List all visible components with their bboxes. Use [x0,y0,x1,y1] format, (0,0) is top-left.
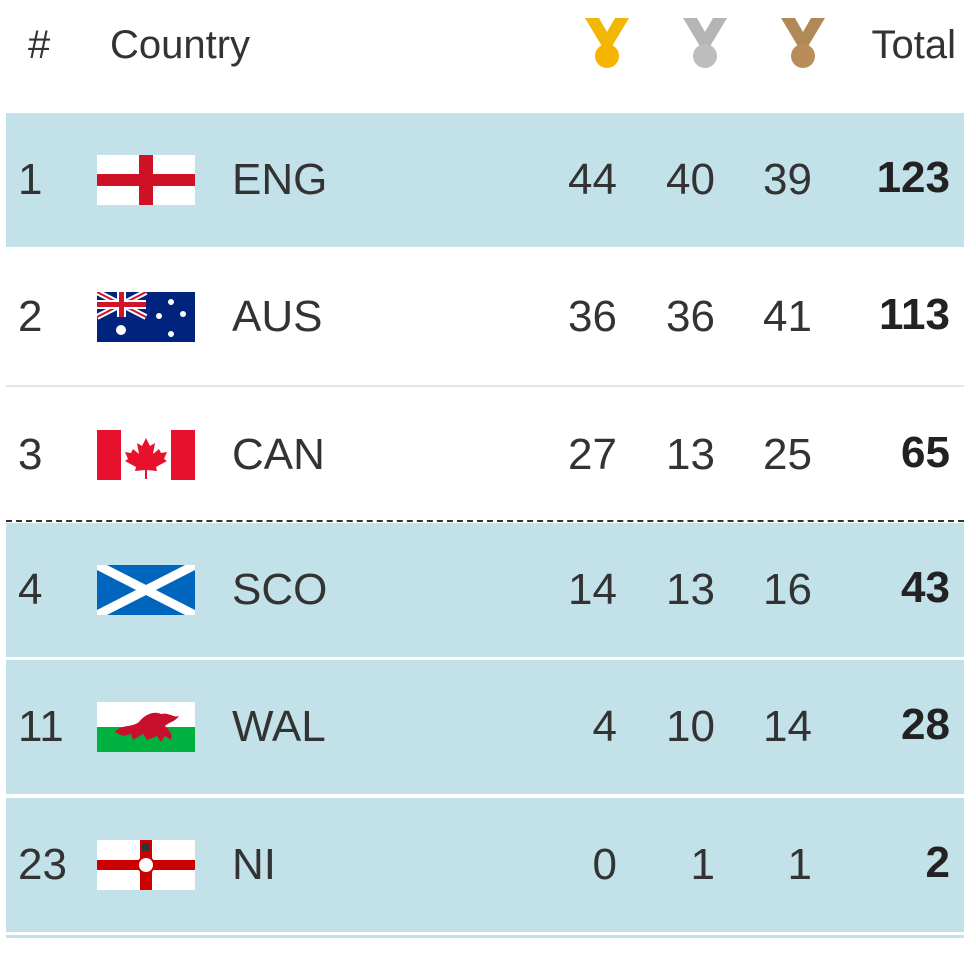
medal-row: 4 SCO 14 13 16 43 [6,523,964,657]
row-divider [6,385,964,387]
silver-count: 1 [690,840,715,889]
silver-count: 13 [666,430,715,479]
country-code: ENG [232,155,328,204]
row-divider [6,935,964,938]
gold-count: 14 [568,565,617,614]
silver-count: 36 [666,292,715,341]
country-code: NI [232,840,276,889]
rank: 23 [18,840,67,889]
gold-count: 44 [568,155,617,204]
gold-medal-icon [585,18,629,68]
bronze-count: 41 [763,292,812,341]
gold-count: 4 [592,702,617,751]
total-count: 2 [925,838,950,887]
bronze-count: 1 [787,840,812,889]
flag [97,840,195,890]
silver-count: 13 [666,565,715,614]
cutoff-divider [6,520,964,522]
flag [97,565,195,615]
rank: 3 [18,430,43,479]
medal-row: 2 AUS 36 36 41 113 [6,250,964,384]
bronze-count: 39 [763,155,812,204]
medal-row: 11 WAL 4 10 14 28 [6,660,964,794]
rank: 4 [18,565,43,614]
medal-row: 1 ENG 44 40 39 123 [6,113,964,247]
rank: 11 [18,702,64,751]
total-count: 43 [901,563,950,612]
gold-count: 27 [568,430,617,479]
total-count: 28 [901,700,950,749]
total-count: 123 [876,153,950,202]
rank: 2 [18,292,43,341]
header-total: Total [871,23,957,67]
gold-count: 36 [568,292,617,341]
silver-medal-icon [683,18,727,68]
rank: 1 [18,155,43,204]
bronze-count: 25 [763,430,812,479]
flag [97,702,195,752]
gold-count: 0 [592,840,617,889]
medal-row: 23 NI 0 1 1 2 [6,798,964,932]
total-count: 65 [901,428,950,477]
country-code: SCO [232,565,328,614]
bronze-medal-icon [781,18,825,68]
country-code: CAN [232,430,325,479]
bronze-count: 14 [763,702,812,751]
country-code: WAL [232,702,326,751]
total-count: 113 [879,290,950,339]
bronze-count: 16 [763,565,812,614]
medal-row: 3 CAN 27 13 25 65 [6,388,964,522]
header-country: Country [110,23,251,67]
header-rank: # [28,23,51,67]
silver-count: 40 [666,155,715,204]
flag [97,292,195,342]
silver-count: 10 [666,702,715,751]
country-code: AUS [232,292,323,341]
flag [97,155,195,205]
flag [97,430,195,480]
